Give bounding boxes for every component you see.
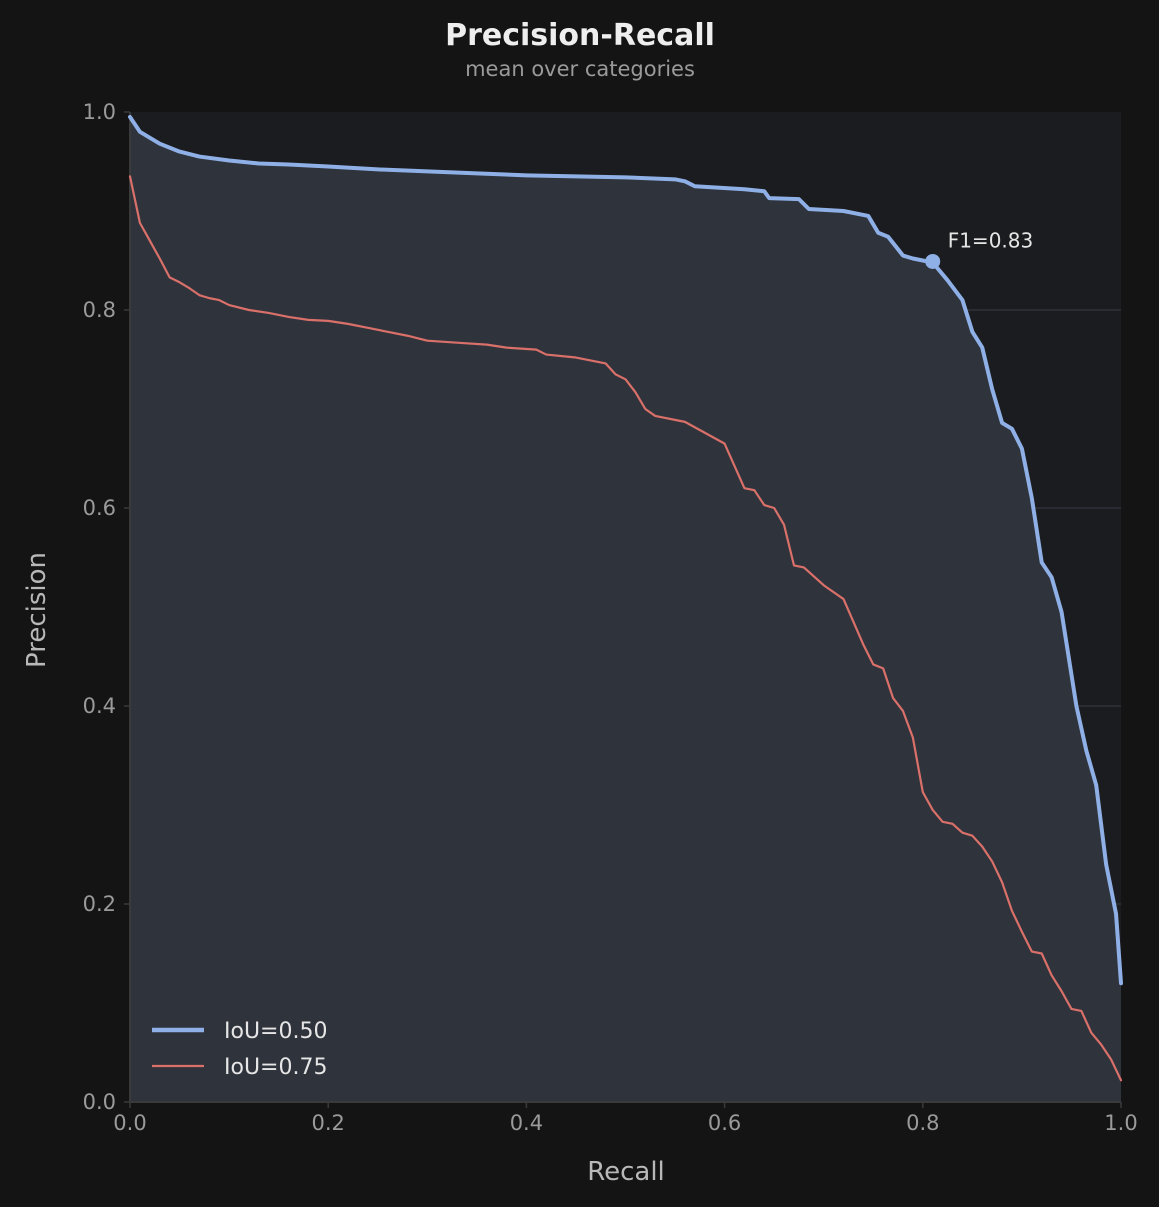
y-tick-label-4: 0.8 xyxy=(83,298,116,322)
y-tick-label-2: 0.4 xyxy=(83,694,116,718)
legend-label-1: IoU=0.75 xyxy=(224,1055,327,1080)
area-fill-layer xyxy=(130,116,1121,1102)
x-tick-label-5: 1.0 xyxy=(1104,1111,1137,1135)
x-tick-label-0: 0.0 xyxy=(113,1111,146,1135)
y-tick-label-3: 0.6 xyxy=(83,496,116,520)
annotations: F1=0.83 xyxy=(925,228,1034,269)
annotation-marker-0 xyxy=(925,253,941,269)
y-tick-label-1: 0.2 xyxy=(83,892,116,916)
legend-label-0: IoU=0.50 xyxy=(224,1019,327,1044)
y-tick-label-0: 0.0 xyxy=(83,1090,116,1114)
axes xyxy=(129,112,1121,1103)
x-tick-label-4: 0.8 xyxy=(906,1111,939,1135)
x-tick-label-3: 0.6 xyxy=(708,1111,741,1135)
y-axis-label: Precision xyxy=(22,552,52,668)
tick-labels: 0.0 0.2 0.4 0.6 0.8 1.0 0.0 0.2 0.4 0.6 0.8 1.0 xyxy=(83,100,1138,1135)
chart-subtitle: mean over categories xyxy=(465,57,695,81)
x-tick-label-1: 0.2 xyxy=(311,1111,344,1135)
annotation-label-0: F1=0.83 xyxy=(948,228,1034,252)
chart-title: Precision-Recall xyxy=(445,18,715,53)
x-tick-label-2: 0.4 xyxy=(510,1111,543,1135)
legend: IoU=0.50 IoU=0.75 xyxy=(152,1019,327,1080)
x-axis-label: Recall xyxy=(587,1157,665,1187)
series-lines xyxy=(128,114,1123,1082)
y-tick-label-5: 1.0 xyxy=(83,100,116,124)
area-fill-series-0 xyxy=(130,116,1121,1102)
series-line-0 xyxy=(128,114,1123,986)
series-line-1 xyxy=(128,175,1123,1082)
